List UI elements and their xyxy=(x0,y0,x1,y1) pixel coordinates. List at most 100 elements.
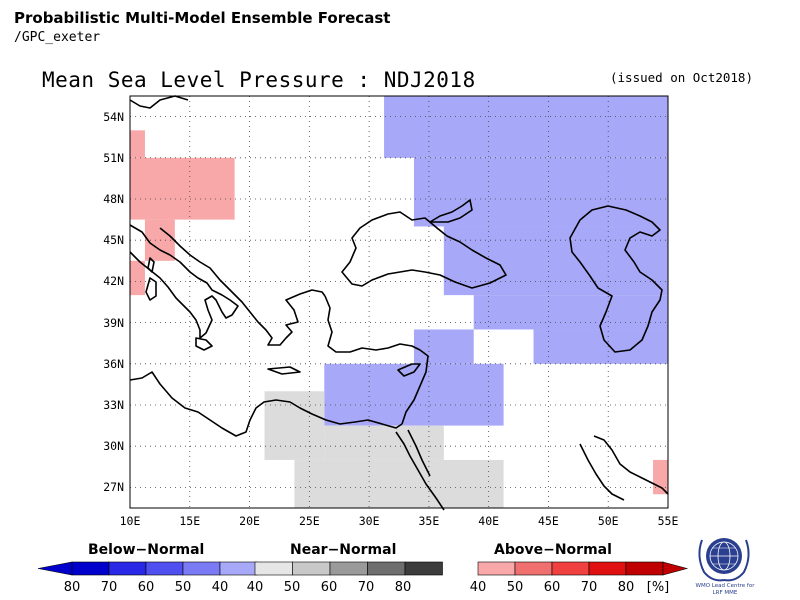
legend-near-title: Near−Normal xyxy=(290,542,397,558)
legend-below-label: 70 xyxy=(100,580,118,595)
lat-label: 30N xyxy=(103,439,124,454)
region-below xyxy=(384,96,668,158)
legend-swatch xyxy=(145,561,184,576)
legend-below-label: 60 xyxy=(137,580,155,595)
legend-swatch xyxy=(329,561,368,576)
page-header-subtitle: /GPC_exeter xyxy=(14,30,101,45)
legend-arrow xyxy=(37,561,73,576)
coastline-corsica xyxy=(147,257,155,273)
legend-swatch xyxy=(588,561,627,576)
region-near xyxy=(264,391,325,460)
coastlines xyxy=(129,95,669,511)
legend-swatch xyxy=(404,561,443,576)
coastline-sicily xyxy=(195,337,213,351)
coastline-azov xyxy=(429,199,473,223)
legend-above-label: 60 xyxy=(543,580,561,595)
region-above xyxy=(130,157,235,220)
legend-swatch xyxy=(625,561,664,576)
coastline-caspian xyxy=(569,205,663,353)
legend-near-label: 70 xyxy=(357,580,375,595)
legend-near-bar xyxy=(254,561,443,576)
legend-below-label: 80 xyxy=(63,580,81,595)
legend-below-title: Below−Normal xyxy=(88,542,205,558)
lon-label: 20E xyxy=(239,514,260,528)
legend-swatch xyxy=(292,561,331,576)
legend-swatch xyxy=(477,561,516,576)
probability-regions xyxy=(130,96,668,508)
legend-unit-label: [%] xyxy=(646,580,670,595)
legend-swatch xyxy=(71,561,110,576)
coastline-crete xyxy=(267,366,301,375)
region-below xyxy=(473,295,668,330)
region-below xyxy=(413,329,474,364)
legend-above-label: 40 xyxy=(469,580,487,595)
legend-near-label: 60 xyxy=(320,580,338,595)
lat-label: 27N xyxy=(103,480,124,495)
lat-label: 33N xyxy=(103,398,124,412)
coastline-italy xyxy=(129,224,239,339)
legend-swatch xyxy=(254,561,293,576)
legend-swatch xyxy=(514,561,553,576)
legend-arrow xyxy=(662,561,689,576)
coastline-adriatic-east xyxy=(159,227,326,346)
region-above xyxy=(130,260,145,296)
page-header-title: Probabilistic Multi-Model Ensemble Forec… xyxy=(14,9,391,27)
coastline-red-sea xyxy=(395,431,445,511)
map-title: Mean Sea Level Pressure : NDJ2018 xyxy=(42,68,476,92)
legend-swatch xyxy=(108,561,147,576)
legend-swatch xyxy=(182,561,221,576)
coastline-black-sea xyxy=(341,211,507,289)
region-above xyxy=(130,130,145,158)
coastline-north-africa xyxy=(129,371,403,437)
lon-label: 50E xyxy=(597,514,619,528)
lon-label: 55E xyxy=(657,514,679,528)
legend-near-label: 40 xyxy=(246,580,264,595)
legend-above-bar xyxy=(477,561,689,576)
lon-label: 35E xyxy=(418,514,440,528)
coastline-cyprus xyxy=(397,363,421,377)
map-frame xyxy=(129,95,669,509)
legend-above-label: 50 xyxy=(506,580,524,595)
logo-caption: WMO Lead Centre for LRF MME xyxy=(680,583,770,597)
legend-above-title: Above−Normal xyxy=(494,542,612,558)
legend-below-bar xyxy=(37,561,258,576)
legend-near-label: 50 xyxy=(283,580,301,595)
lat-label: 54N xyxy=(103,109,124,124)
legend-above-label: 70 xyxy=(580,580,598,595)
coastline-turkey-south xyxy=(324,295,429,425)
lon-label: 25E xyxy=(298,514,320,528)
coastline-north xyxy=(129,95,189,109)
legend-swatch xyxy=(219,561,258,576)
region-near xyxy=(324,425,444,460)
lat-label: 45N xyxy=(103,233,124,248)
lat-label: 39N xyxy=(103,315,124,330)
lat-label: 51N xyxy=(103,150,124,165)
legend-below-label: 50 xyxy=(174,580,192,595)
wmo-logo xyxy=(698,538,750,582)
logo-caption-line2: LRF MME xyxy=(712,590,738,596)
region-below xyxy=(533,329,668,364)
issued-date: (issued on Oct2018) xyxy=(610,70,753,85)
logo-caption-line1: WMO Lead Centre for xyxy=(695,583,755,589)
coastline-arabian xyxy=(579,443,625,501)
coastline-gulf-suez xyxy=(407,429,431,477)
lon-label: 10E xyxy=(119,514,141,528)
region-below xyxy=(324,363,504,426)
lon-label: 15E xyxy=(179,514,201,528)
legend-swatch xyxy=(551,561,590,576)
region-above xyxy=(144,219,175,261)
legend-near-label: 80 xyxy=(394,580,412,595)
coastline-persian-gulf xyxy=(593,435,669,495)
region-near xyxy=(294,459,504,508)
lon-label: 45E xyxy=(538,514,559,528)
legend-below-label: 40 xyxy=(211,580,229,595)
coastline-sardinia xyxy=(145,277,157,301)
lat-label: 48N xyxy=(103,192,124,206)
legend-swatch xyxy=(367,561,406,576)
lon-label: 30E xyxy=(358,514,380,528)
lat-label: 36N xyxy=(103,356,124,371)
lat-label: 42N xyxy=(103,274,124,289)
legend-above-label: 80 xyxy=(617,580,635,595)
